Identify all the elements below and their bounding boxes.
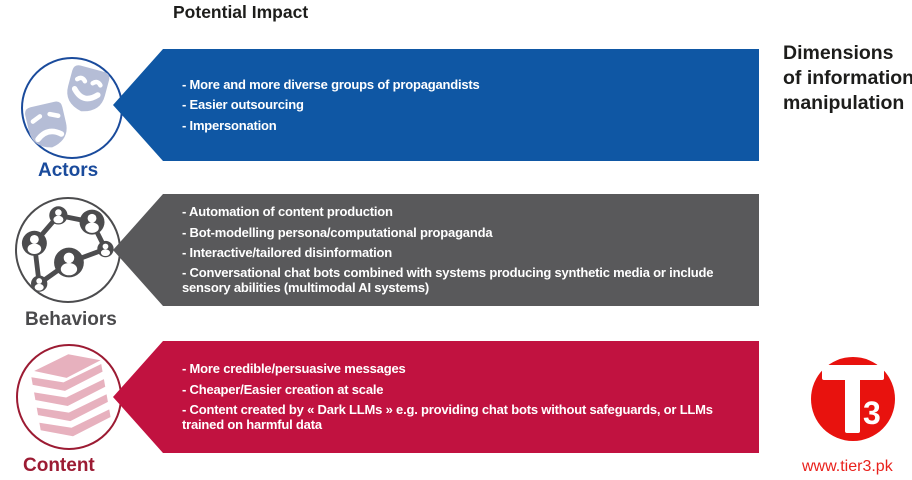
actors-label: Actors [38,160,99,181]
content-banner: - More credible/persuasive messages - Ch… [113,341,759,453]
content-bullet: - Cheaper/Easier creation at scale [182,381,384,397]
logo-subscript-3: 3 [863,395,881,431]
tier3-logo: 3 [811,357,895,441]
behaviors-bullet: - Conversational chat bots combined with… [182,265,714,296]
content-bullet: - Content created by « Dark LLMs » e.g. … [182,402,713,433]
behaviors-banner: - Automation of content production - Bot… [113,194,759,306]
page-title: Potential Impact [173,2,309,22]
behaviors-bullet: - Automation of content production [182,204,393,220]
behaviors-label: Behaviors [25,309,117,330]
content-icon-circle [16,344,122,450]
theater-masks-icon [25,65,110,148]
content-label: Content [23,455,95,476]
actors-icon-circle [21,57,123,159]
actors-banner: - More and more diverse groups of propag… [113,49,759,161]
books-stack-icon [31,354,111,437]
content-bullet: - More credible/persuasive messages [182,361,406,377]
behaviors-icon-circle [15,197,121,303]
actors-bullet: - More and more diverse groups of propag… [182,77,480,92]
tier3-url: www.tier3.pk [802,458,893,475]
dimensions-heading: Dimensions of information manipulation [783,42,912,114]
actors-bullet: - Impersonation [182,117,277,133]
behaviors-bullet: - Interactive/tailored disinformation [182,244,393,260]
people-network-icon [21,206,114,292]
actors-bullet: - Easier outsourcing [182,97,304,113]
behaviors-bullet: - Bot-modelling persona/computational pr… [182,224,493,240]
tier3-t3-monogram-icon: 3 [822,365,884,433]
